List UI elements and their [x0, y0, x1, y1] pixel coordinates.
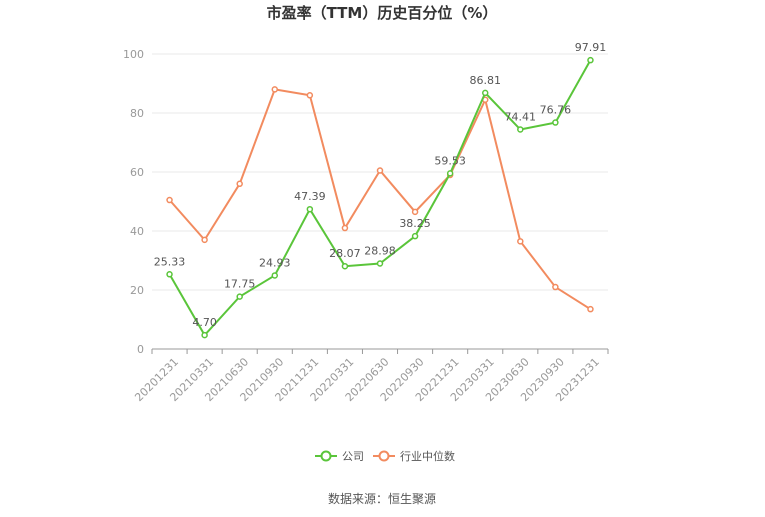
data-point	[517, 126, 524, 133]
data-point	[236, 293, 243, 300]
data-point	[341, 262, 349, 270]
data-label: 24.93	[259, 256, 291, 269]
data-label: 25.33	[154, 255, 186, 268]
data-point	[552, 283, 559, 291]
y-tick-label: 0	[137, 343, 144, 356]
data-label: 47.39	[294, 190, 326, 203]
y-tick-label: 100	[123, 48, 144, 61]
chart-title: 市盈率（TTM）历史百分位（%）	[267, 4, 498, 22]
data-label: 59.53	[434, 154, 466, 167]
y-tick-label: 20	[130, 284, 144, 297]
data-point	[271, 272, 279, 279]
x-axis: 2020123120210331202106302021093020211231…	[132, 348, 609, 404]
legend-item-1[interactable]: 行业中位数	[373, 449, 455, 463]
y-axis-ticks: 0 20 40 60 80 100	[123, 48, 144, 356]
legend-marker	[320, 450, 332, 462]
data-point	[411, 208, 419, 216]
legend-marker	[378, 450, 390, 462]
data-point	[236, 180, 243, 188]
data-point	[166, 196, 173, 204]
data-point	[446, 170, 454, 177]
data-label: 28.07	[329, 247, 361, 260]
data-label: 4.70	[192, 316, 217, 329]
series-line-0	[168, 59, 592, 337]
data-point	[376, 260, 384, 267]
data-label: 17.75	[224, 278, 256, 291]
data-point	[587, 305, 594, 313]
legend-item-0[interactable]: 公司	[315, 450, 364, 463]
data-point	[306, 205, 314, 213]
y-tick-label: 40	[130, 225, 144, 238]
data-point	[411, 232, 419, 240]
data-point	[201, 331, 208, 339]
legend-label: 行业中位数	[400, 449, 455, 463]
data-label: 86.81	[469, 74, 501, 87]
data-point	[271, 86, 279, 93]
data-source: 数据来源：恒生聚源	[328, 491, 436, 506]
y-tick-label: 80	[130, 107, 144, 120]
data-label: 74.41	[505, 110, 537, 123]
data-label: 97.91	[575, 41, 607, 54]
data-point	[376, 167, 384, 174]
data-point	[166, 271, 173, 278]
y-tick-label: 60	[130, 166, 144, 179]
data-point	[341, 224, 349, 232]
data-point	[201, 236, 208, 244]
data-point	[517, 238, 524, 245]
data-label: 28.98	[364, 245, 396, 258]
data-point	[481, 89, 489, 97]
data-point	[552, 119, 559, 126]
data-point	[587, 56, 594, 64]
legend[interactable]: 公司 行业中位数	[315, 449, 455, 463]
legend-label: 公司	[342, 450, 364, 463]
data-point	[306, 92, 314, 99]
data-label: 38.25	[399, 217, 431, 230]
data-label: 76.76	[540, 104, 572, 117]
